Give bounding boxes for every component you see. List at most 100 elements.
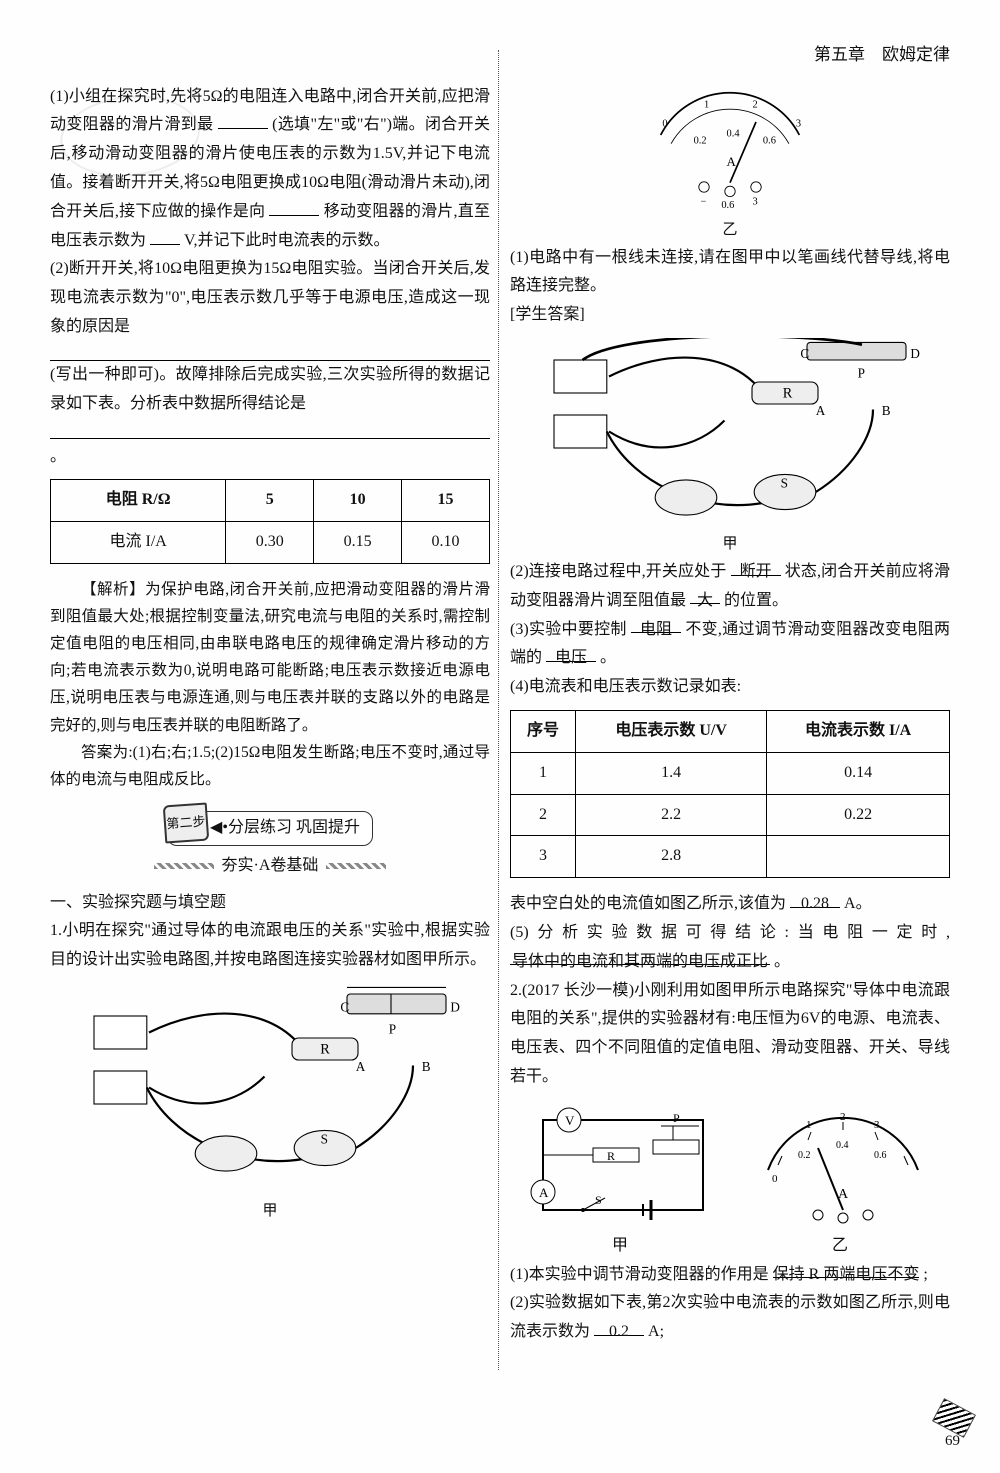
td: 2.8 — [576, 836, 767, 878]
q1-sub2: (2)连接电路过程中,开关应处于 断开 状态,闭合开关前应将滑动变阻器滑片调至阻… — [510, 558, 950, 616]
td: 0.22 — [767, 794, 950, 836]
ans-3a: 电阻 — [631, 616, 681, 634]
svg-text:R: R — [783, 385, 793, 401]
q2-sub2: (2)实验数据如下表,第2次实验中电流表的示数如图乙所示,则电流表示数为 0.2… — [510, 1289, 950, 1347]
text: 。 — [774, 953, 790, 970]
analysis-label: 【解析】 — [81, 581, 145, 598]
caption-jia: 甲 — [50, 1198, 490, 1225]
svg-text:2: 2 — [840, 1111, 846, 1123]
text: V,并记下此时电流表的示数。 — [184, 232, 390, 249]
text: 。 — [600, 649, 616, 666]
svg-text:B: B — [882, 403, 891, 418]
td: 电流 I/A — [51, 522, 226, 564]
svg-text:0.6: 0.6 — [763, 135, 776, 146]
section-banner: 第二步 ◀•分层练习 巩固提升 — [50, 811, 490, 846]
data-table-2: 序号 电压表示数 U/V 电流表示数 I/A 1 1.4 0.14 2 2.2 … — [510, 710, 950, 878]
svg-text:3: 3 — [753, 196, 758, 207]
th: 电压表示数 U/V — [576, 710, 767, 752]
td: 0.14 — [767, 752, 950, 794]
svg-text:0.6: 0.6 — [874, 1150, 887, 1161]
svg-text:0.4: 0.4 — [727, 128, 741, 139]
data-table-1: 电阻 R/Ω 5 10 15 电流 I/A 0.30 0.15 0.10 — [50, 479, 490, 564]
td: 3 — [511, 836, 576, 878]
svg-text:P: P — [673, 1111, 680, 1125]
svg-text:C: C — [340, 1000, 349, 1015]
q2-sub1: (1)本实验中调节滑动变阻器的作用是 保持 R 两端电压不变 ; — [510, 1261, 950, 1290]
svg-text:A: A — [539, 1185, 549, 1200]
ammeter-dial-yi2: 0 1 2 3 0.2 0.4 0.6 A — [748, 1100, 938, 1230]
caption-yi: 乙 — [510, 217, 950, 244]
text: (2)连接电路过程中,开关应处于 — [510, 563, 726, 580]
right-column: 0 1 2 3 0.2 0.4 0.6 A − 0.6 3 乙 (1)电路中有一… — [510, 83, 950, 1347]
q-part2: (2)断开开关,将10Ω电阻更换为15Ω电阻实验。当闭合开关后,发现电流表示数为… — [50, 255, 490, 471]
q1-sub4b: 表中空白处的电流值如图乙所示,该值为 0.28 A。 — [510, 890, 950, 919]
svg-text:3: 3 — [796, 118, 801, 129]
ans-2a: 断开 — [731, 558, 781, 576]
th: 序号 — [511, 710, 576, 752]
td: 1 — [511, 752, 576, 794]
svg-text:0.6: 0.6 — [721, 199, 734, 210]
svg-text:P: P — [858, 366, 865, 381]
circuit-diagram-jia: R C D P A B S — [72, 983, 468, 1192]
answer-label: 答案为: — [81, 744, 133, 761]
svg-text:1: 1 — [704, 99, 709, 110]
td: 1.4 — [576, 752, 767, 794]
ans-2b: 大 — [690, 587, 720, 605]
th: 15 — [402, 480, 490, 522]
banner-main: 分层练习 巩固提升 — [228, 819, 360, 836]
ans-q2-2: 0.2 — [594, 1318, 644, 1336]
q2-figures: V A R P S 0 1 2 — [510, 1100, 950, 1230]
q2-captions: 甲 乙 — [510, 1232, 950, 1261]
caption-jia3: 甲 — [612, 1232, 628, 1261]
scribble-icon — [326, 863, 386, 869]
svg-text:P: P — [389, 1022, 396, 1037]
svg-text:2: 2 — [753, 99, 758, 110]
analysis-text: 为保护电路,闭合开关前,应把滑动变阻器的滑片滑到阻值最大处;根据控制变量法,研究… — [50, 581, 490, 734]
th: 电流表示数 I/A — [767, 710, 950, 752]
svg-text:D: D — [910, 346, 920, 361]
th: 10 — [314, 480, 402, 522]
svg-text:1: 1 — [806, 1119, 812, 1131]
td: 2 — [511, 794, 576, 836]
circuit-schematic-jia: V A R P S — [523, 1100, 723, 1230]
svg-text:S: S — [321, 1132, 328, 1147]
page-number: 69 — [945, 1428, 960, 1455]
caption-jia2: 甲 — [510, 531, 950, 558]
ammeter-dial-yi: 0 1 2 3 0.2 0.4 0.6 A − 0.6 3 — [615, 83, 845, 213]
caption-yi2: 乙 — [832, 1232, 848, 1261]
scribble-icon — [154, 863, 214, 869]
svg-text:A: A — [356, 1059, 366, 1074]
sub-banner-text: 夯实·A卷基础 — [222, 857, 319, 874]
svg-text:A: A — [727, 154, 737, 169]
svg-text:0.2: 0.2 — [798, 1150, 811, 1161]
student-answer-label: [学生答案] — [510, 301, 950, 330]
left-column: (1)小组在探究时,先将5Ω的电阻连入电路中,闭合开关前,应把滑动变阻器的滑片滑… — [50, 83, 490, 1347]
q1-sub3: (3)实验中要控制 电阻 不变,通过调节滑动变阻器改变电阻两端的 电压 。 — [510, 616, 950, 674]
q-part1: (1)小组在探究时,先将5Ω的电阻连入电路中,闭合开关前,应把滑动变阻器的滑片滑… — [50, 83, 490, 256]
svg-text:S: S — [781, 476, 788, 491]
blank-4 — [50, 344, 490, 362]
answer-block: 答案为:(1)右;右;1.5;(2)15Ω电阻发生断路;电压不变时,通过导体的电… — [50, 739, 490, 793]
circuit-diagram-student: R C D P A B S — [532, 338, 928, 525]
question-1: 1.小明在探究"通过导体的电流跟电压的关系"实验中,根据实验目的设计出实验电路图… — [50, 917, 490, 975]
svg-text:R: R — [320, 1041, 330, 1057]
svg-text:0: 0 — [772, 1173, 778, 1185]
banner-box: 第二步 ◀•分层练习 巩固提升 — [167, 811, 373, 846]
svg-text:B: B — [422, 1059, 431, 1074]
text: A。 — [844, 895, 872, 912]
text: (写出一种即可)。故障排除后完成实验,三次实验所得的数据记录如下表。分析表中数据… — [50, 366, 490, 412]
svg-text:A: A — [838, 1187, 849, 1202]
text: (2)断开开关,将10Ω电阻更换为15Ω电阻实验。当闭合开关后,发现电流表示数为… — [50, 260, 490, 335]
text: A; — [648, 1323, 664, 1340]
sub-banner: 夯实·A卷基础 — [50, 852, 490, 881]
text: (5)分析实验数据可得结论:当电阻一定时, — [510, 924, 950, 941]
td: 0.10 — [402, 522, 490, 564]
td: 0.30 — [226, 522, 314, 564]
banner-pre: 第二步 — [166, 810, 207, 836]
q1-sub4: (4)电流表和电压表示数记录如表: — [510, 673, 950, 702]
svg-text:3: 3 — [874, 1119, 880, 1131]
svg-text:−: − — [701, 196, 707, 207]
column-divider — [498, 50, 499, 1370]
text: (2)实验数据如下表,第2次实验中电流表的示数如图乙所示,则电流表示数为 — [510, 1294, 950, 1340]
ans-3b: 电压 — [546, 644, 596, 662]
